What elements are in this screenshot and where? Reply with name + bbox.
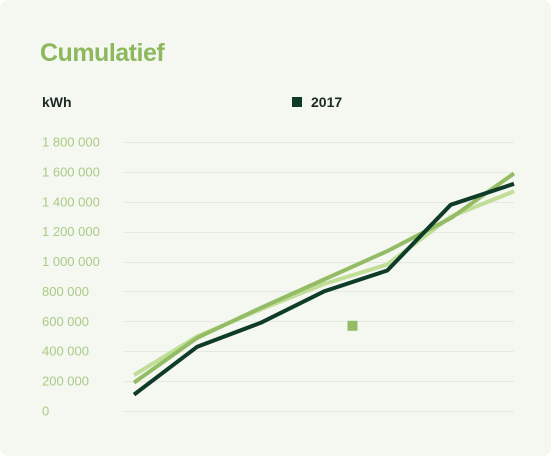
chart-title: Cumulatief <box>40 39 165 67</box>
y-tick-label: 400 000 <box>42 344 89 359</box>
y-tick-label: 1 800 000 <box>42 135 100 150</box>
square-marker <box>347 320 358 331</box>
annotations <box>347 320 358 331</box>
y-tick-label: 1 000 000 <box>42 254 100 269</box>
series-lines <box>132 171 516 397</box>
gridlines <box>124 142 514 412</box>
series-line-2[interactable] <box>132 171 516 385</box>
legend-swatch-2017 <box>292 97 302 107</box>
y-tick-label: 600 000 <box>42 314 89 329</box>
y-axis-unit-label: kWh <box>42 94 72 110</box>
y-tick-label: 1 400 000 <box>42 194 100 209</box>
series-line-2017[interactable] <box>132 181 515 397</box>
y-tick-label: 0 <box>42 404 49 419</box>
y-tick-label: 1 200 000 <box>42 224 100 239</box>
legend-label-2017[interactable]: 2017 <box>311 94 343 110</box>
y-tick-label: 800 000 <box>42 284 89 299</box>
y-tick-label: 1 600 000 <box>42 164 100 179</box>
series-line-1[interactable] <box>132 189 515 377</box>
y-axis-ticks: 0 200 000 400 000 600 000 800 000 1 000 000 1 … <box>42 135 100 419</box>
chart-legend: 2017 <box>292 94 342 110</box>
y-tick-label: 200 000 <box>42 374 89 389</box>
